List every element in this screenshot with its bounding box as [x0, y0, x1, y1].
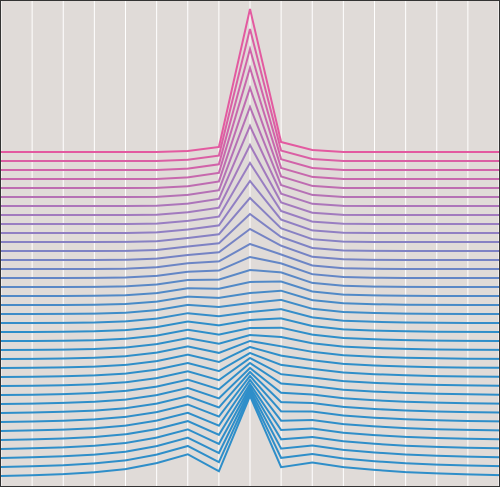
series-line-35 — [0, 390, 500, 468]
series-line-18 — [1, 298, 499, 315]
series-line-32 — [0, 382, 500, 441]
series-line-24 — [0, 345, 500, 369]
series-line-22 — [0, 333, 500, 351]
series-line-13 — [1, 242, 499, 270]
series-line-26 — [0, 356, 500, 387]
series-line-21 — [1, 326, 500, 342]
series-line-33 — [0, 384, 500, 450]
series-line-15 — [1, 268, 499, 288]
series-line-10 — [1, 196, 499, 243]
series-line-8 — [1, 161, 499, 225]
series-line-25 — [0, 351, 500, 378]
series-line-34 — [0, 387, 500, 459]
series-lines — [0, 8, 500, 477]
series-line-9 — [1, 179, 499, 234]
series-line-12 — [1, 227, 499, 261]
series-line-0 — [1, 8, 499, 153]
series-line-11 — [1, 212, 499, 252]
series-line-20 — [1, 317, 500, 333]
series-line-27 — [0, 361, 500, 396]
series-line-23 — [0, 339, 500, 360]
series-line-2 — [1, 45, 499, 171]
series-line-19 — [1, 308, 499, 324]
series-line-6 — [1, 123, 499, 207]
series-line-4 — [1, 84, 499, 189]
series-line-17 — [1, 289, 499, 306]
series-line-36 — [0, 393, 500, 477]
series-line-5 — [1, 104, 499, 198]
series-line-7 — [1, 142, 499, 216]
series-line-28 — [0, 366, 500, 405]
series-line-30 — [0, 374, 500, 423]
series-line-1 — [1, 28, 499, 162]
series-line-29 — [0, 370, 500, 414]
series-line-16 — [1, 280, 499, 297]
series-line-14 — [1, 255, 499, 279]
series-line-3 — [1, 64, 499, 180]
series-line-31 — [0, 378, 500, 432]
